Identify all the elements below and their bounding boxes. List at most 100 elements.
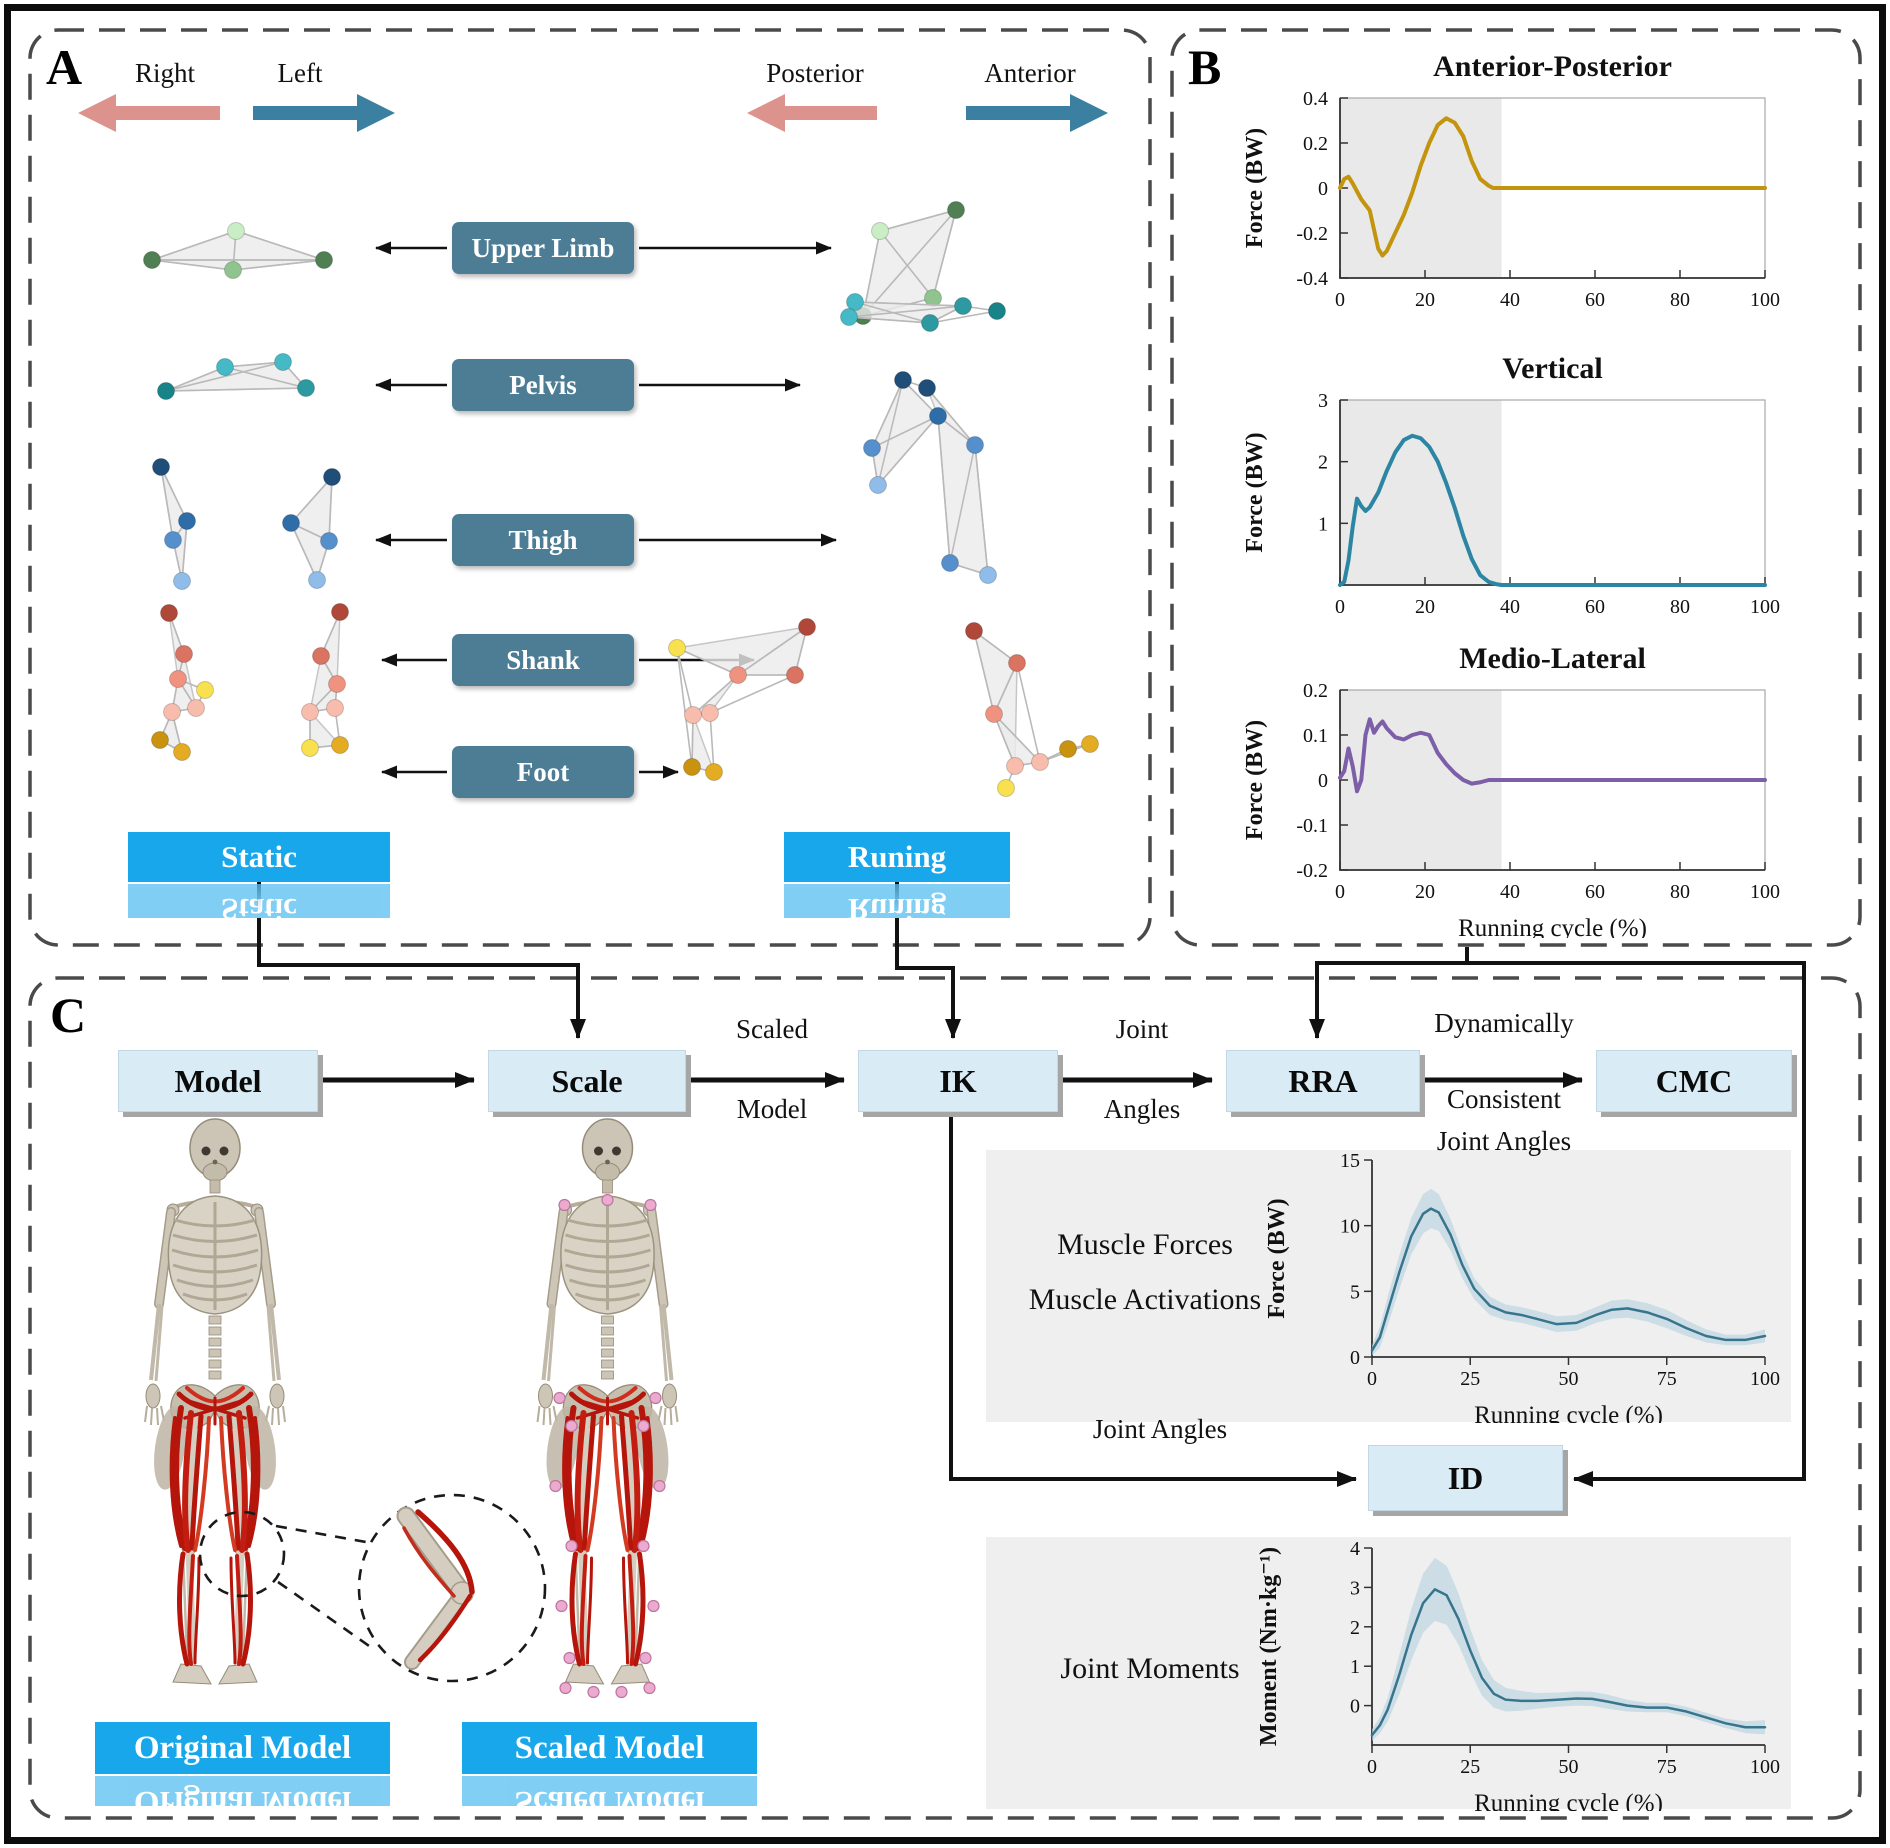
svg-text:100: 100 [1750,1368,1780,1390]
svg-text:Running cycle (%): Running cycle (%) [1474,1790,1663,1811]
svg-text:Vertical: Vertical [1502,352,1603,385]
id-input-joint-angles-label: Joint Angles [1092,1414,1228,1444]
svg-text:2: 2 [1318,452,1328,474]
svg-text:80: 80 [1670,881,1690,903]
svg-text:40: 40 [1500,596,1520,618]
joint-angles-label-line2: Angles [1103,1094,1181,1124]
svg-text:100: 100 [1750,289,1780,310]
svg-text:3: 3 [1350,1577,1360,1599]
svg-text:0.2: 0.2 [1303,680,1328,702]
scaled-model-banner: Scaled Model [462,1722,757,1774]
markers-thigh-static-left [152,458,196,590]
svg-text:75: 75 [1657,1756,1677,1778]
svg-text:50: 50 [1559,1756,1579,1778]
svg-text:0: 0 [1367,1368,1377,1390]
svg-text:-0.4: -0.4 [1296,268,1328,290]
segment-box-pelvis: Pelvis [452,359,634,411]
panel-a-border [28,28,1152,947]
markers-shank-foot-running-right [965,622,1099,797]
flow-box-id: ID [1368,1445,1563,1511]
svg-text:-0.2: -0.2 [1296,223,1328,245]
dynamically-label-line2: Consistent [1446,1084,1561,1114]
joint-moment-chart: 0 1 2 3 4 0 25 50 75 100 Moment (Nm·kg⁻¹) Running c… [1256,1538,1780,1811]
legend-left: Left [277,58,323,88]
muscle-forces-label: Muscle Forces [1057,1228,1233,1261]
markers-pelvis-running [840,293,1006,332]
markers-upper-limb-running [854,201,965,325]
svg-text:1: 1 [1318,513,1328,535]
svg-text:20: 20 [1415,881,1435,903]
svg-text:0: 0 [1335,881,1345,903]
svg-text:4: 4 [1350,1538,1360,1560]
segment-box-upper-limb: Upper Limb [452,222,634,274]
svg-text:5: 5 [1350,1281,1360,1303]
right-direction-arrow [78,94,220,132]
medio-lateral-chart: -0.2 -0.1 0 0.1 0.2 0 20 40 60 80 100 Medio-Lateral… [1242,642,1780,938]
svg-text:20: 20 [1415,596,1435,618]
marker-clusters [143,201,1099,797]
svg-text:10: 10 [1340,1216,1360,1238]
svg-text:0: 0 [1367,1756,1377,1778]
segment-box-foot: Foot [452,746,634,798]
svg-text:Medio-Lateral: Medio-Lateral [1459,642,1646,675]
vertical-chart: 1 2 3 0 20 40 60 80 100 Vertical Force (BW) [1242,352,1780,618]
markers-shank-foot-running-left [668,618,816,781]
markers-thigh-running [863,371,997,584]
scaled-model-skeleton [505,1118,710,1699]
muscle-activations-label: Muscle Activations [1028,1283,1262,1316]
joint-angles-label-line1: Joint [1115,1014,1169,1044]
svg-text:15: 15 [1340,1150,1360,1172]
markers-shank-foot-static-left [151,604,214,761]
svg-text:0: 0 [1350,1347,1360,1369]
svg-text:40: 40 [1500,881,1520,903]
markers-upper-limb-static [143,222,333,279]
svg-text:Running cycle (%): Running cycle (%) [1458,915,1647,938]
svg-text:50: 50 [1559,1368,1579,1390]
legend-anterior: Anterior [984,58,1076,88]
scaled-model-label-line1: Scaled [736,1014,808,1044]
scaled-model-reflection: Scaled Model [462,1776,757,1806]
markers-pelvis-static [157,353,315,400]
original-model-banner: Original Model [95,1722,390,1774]
joint-moments-label: Joint Moments [1060,1652,1240,1685]
original-model-skeleton [110,1118,320,1718]
segment-arrows [375,241,837,779]
svg-text:0: 0 [1335,596,1345,618]
svg-text:60: 60 [1585,596,1605,618]
segment-box-thigh: Thigh [452,514,634,566]
dynamically-label-line1: Dynamically [1434,1008,1574,1038]
svg-text:0.4: 0.4 [1303,88,1328,110]
static-banner-reflection: Static [128,884,390,918]
flow-box-model: Model [118,1050,318,1112]
svg-text:40: 40 [1500,289,1520,310]
flow-box-ik: IK [858,1050,1058,1112]
svg-text:60: 60 [1585,881,1605,903]
original-model-reflection: Original Model [95,1776,390,1806]
svg-text:0: 0 [1318,178,1328,200]
markers-shank-foot-static-right [301,603,349,757]
svg-text:25: 25 [1460,1756,1480,1778]
svg-text:-0.1: -0.1 [1296,815,1328,837]
svg-text:0: 0 [1318,770,1328,792]
static-banner: Static [128,832,390,882]
flow-box-rra: RRA [1226,1050,1420,1112]
svg-text:80: 80 [1670,596,1690,618]
svg-text:1: 1 [1350,1656,1360,1678]
svg-text:0: 0 [1335,289,1345,310]
anterior-posterior-chart: -0.4 -0.2 0 0.2 0.4 0 20 40 60 80 100 Anterior-Post… [1242,50,1780,310]
svg-text:Moment (Nm·kg⁻¹): Moment (Nm·kg⁻¹) [1256,1547,1282,1746]
svg-text:60: 60 [1585,289,1605,310]
svg-text:Anterior-Posterior: Anterior-Posterior [1433,50,1672,83]
svg-text:75: 75 [1657,1368,1677,1390]
running-banner: Runing [784,832,1010,882]
flow-box-cmc: CMC [1596,1050,1792,1112]
panel-b-label: B [1188,39,1222,95]
svg-text:Running cycle (%): Running cycle (%) [1474,1402,1663,1423]
svg-text:100: 100 [1750,881,1780,903]
left-direction-arrow [253,94,395,132]
legend-right: Right [134,58,195,88]
svg-text:0: 0 [1350,1696,1360,1718]
scaled-model-label-line2: Model [736,1094,808,1124]
